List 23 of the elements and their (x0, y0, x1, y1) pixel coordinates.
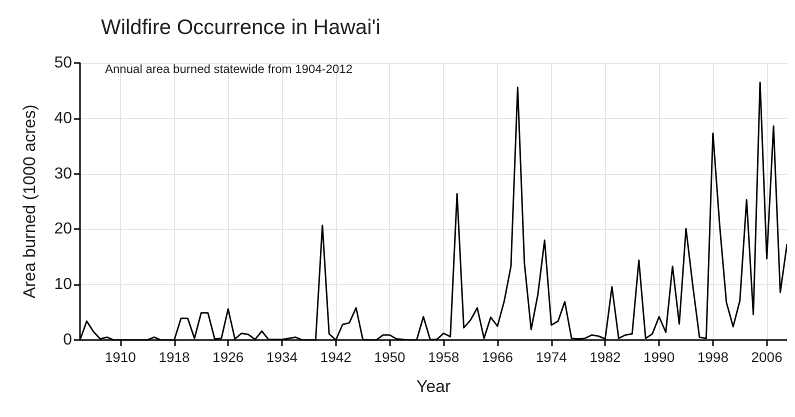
x-tick-label: 1958 (428, 349, 460, 365)
y-tick-label: 50 (54, 54, 72, 72)
y-tick-label: 20 (54, 220, 72, 238)
x-tick-label: 1998 (697, 349, 729, 365)
y-axis-title: Area burned (1000 acres) (20, 104, 39, 298)
x-tick-label: 1910 (104, 349, 136, 365)
x-tick-label: 1974 (536, 349, 568, 365)
chart-subtitle: Annual area burned statewide from 1904-2012 (105, 62, 353, 76)
x-tick-label: 1934 (266, 349, 298, 365)
x-tick-label: 1926 (212, 349, 244, 365)
x-axis-title: Year (416, 377, 452, 396)
chart-title: Wildfire Occurrence in Hawai'i (101, 16, 380, 39)
y-tick-label: 0 (63, 332, 72, 348)
x-tick-label: 1990 (643, 349, 675, 365)
y-tick-label: 40 (54, 110, 72, 127)
x-tick-label: 1982 (590, 349, 621, 365)
y-tick-label: 10 (54, 276, 72, 294)
x-tick-label: 1942 (320, 349, 352, 365)
x-tick-label: 1966 (482, 349, 514, 365)
x-tick-label: 2006 (751, 349, 783, 365)
x-tick-label: 1918 (158, 349, 190, 365)
x-tick-label: 1950 (374, 349, 406, 365)
y-tick-label: 30 (54, 165, 72, 182)
